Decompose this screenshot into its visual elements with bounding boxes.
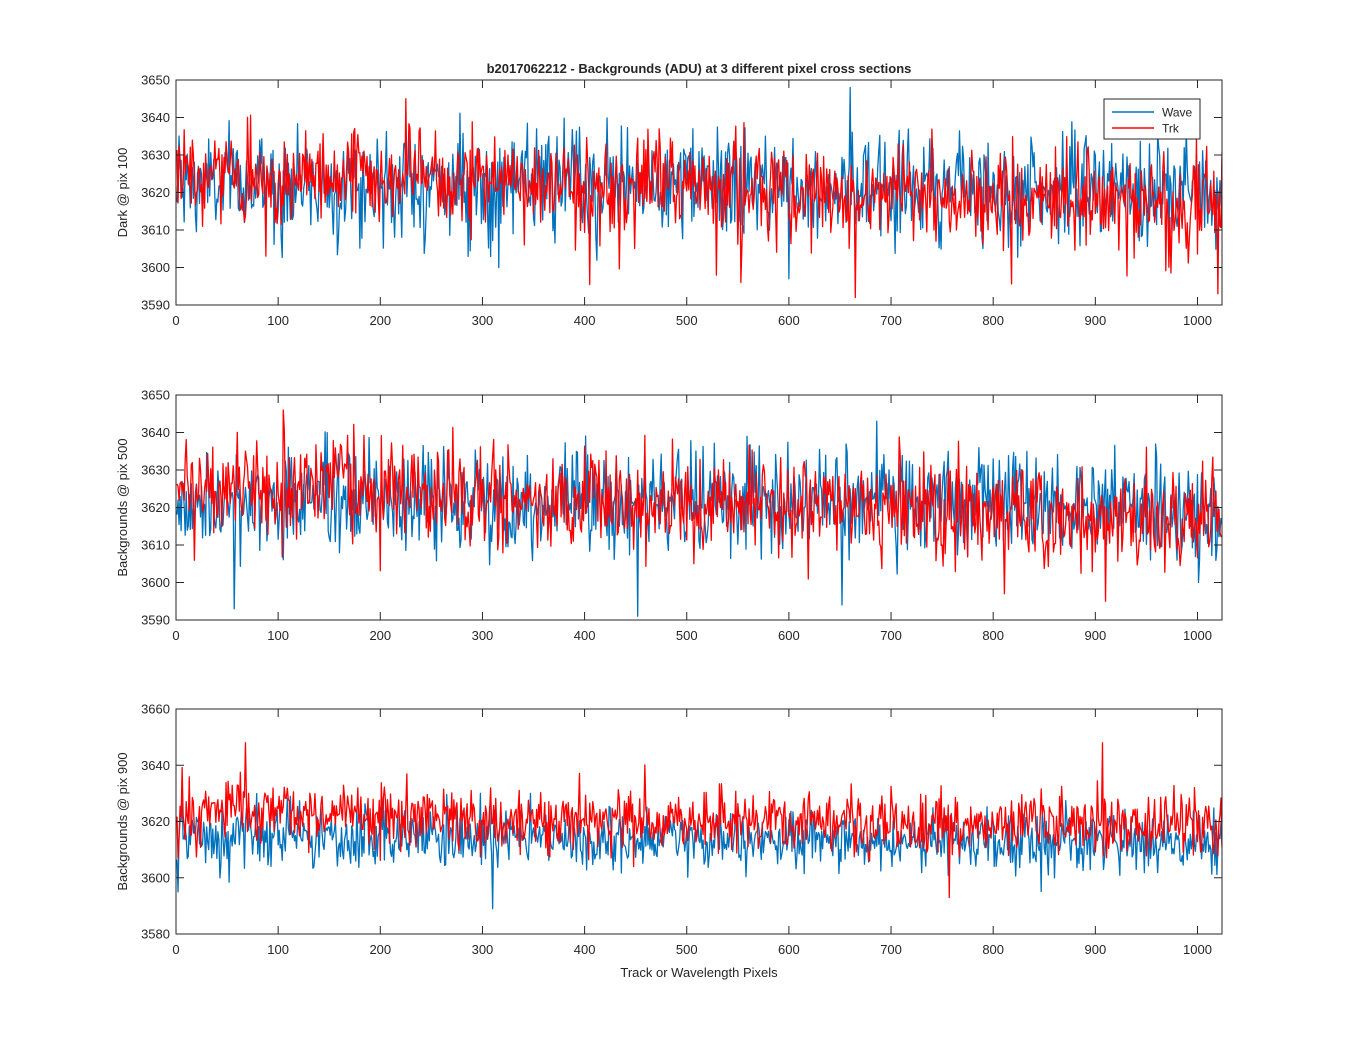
series-line-trk xyxy=(176,409,1222,602)
y-tick-label: 3640 xyxy=(141,110,170,125)
y-tick-label: 3600 xyxy=(141,260,170,275)
x-tick-label: 200 xyxy=(369,313,391,328)
y-tick-label: 3590 xyxy=(141,298,170,313)
figure-title: b2017062212 - Backgrounds (ADU) at 3 dif… xyxy=(487,61,912,76)
y-tick-label: 3660 xyxy=(141,702,170,717)
series-line-trk xyxy=(176,98,1222,299)
legend-box xyxy=(1103,98,1201,140)
x-axis-label: Track or Wavelength Pixels xyxy=(620,965,778,980)
x-tick-label: 800 xyxy=(982,942,1004,957)
x-tick-label: 900 xyxy=(1084,313,1106,328)
x-tick-label: 1000 xyxy=(1183,313,1212,328)
y-tick-label: 3590 xyxy=(141,613,170,628)
x-tick-label: 700 xyxy=(880,942,902,957)
x-tick-label: 500 xyxy=(676,313,698,328)
x-tick-label: 0 xyxy=(172,313,179,328)
y-axis-label: Backgrounds @ pix 500 xyxy=(115,438,130,576)
x-tick-label: 600 xyxy=(778,313,800,328)
y-tick-label: 3630 xyxy=(141,463,170,478)
x-tick-label: 400 xyxy=(574,942,596,957)
y-tick-label: 3600 xyxy=(141,575,170,590)
y-tick-label: 3620 xyxy=(141,185,170,200)
y-tick-label: 3610 xyxy=(141,223,170,238)
x-tick-label: 100 xyxy=(267,313,289,328)
y-tick-label: 3610 xyxy=(141,538,170,553)
x-tick-label: 300 xyxy=(472,942,494,957)
subplots: 0 100 200 300 400 500 600 700 800 900 100035903600… xyxy=(115,73,1223,957)
x-tick-label: 500 xyxy=(676,942,698,957)
x-tick-label: 200 xyxy=(369,942,391,957)
x-tick-label: 800 xyxy=(982,313,1004,328)
legend-label-trk: Trk xyxy=(1162,122,1180,136)
x-tick-label: 200 xyxy=(369,628,391,643)
y-tick-label: 3620 xyxy=(141,814,170,829)
x-tick-label: 300 xyxy=(472,313,494,328)
y-tick-label: 3630 xyxy=(141,148,170,163)
y-tick-label: 3600 xyxy=(141,870,170,885)
x-tick-label: 700 xyxy=(880,628,902,643)
x-tick-label: 600 xyxy=(778,942,800,957)
x-tick-label: 400 xyxy=(574,313,596,328)
x-tick-label: 500 xyxy=(676,628,698,643)
x-tick-label: 400 xyxy=(574,628,596,643)
x-tick-label: 600 xyxy=(778,628,800,643)
series-line-wave xyxy=(176,792,1222,910)
y-tick-label: 3650 xyxy=(141,73,170,88)
x-tick-label: 0 xyxy=(172,628,179,643)
y-axis-label: Dark @ pix 100 xyxy=(115,148,130,238)
y-tick-label: 3640 xyxy=(141,425,170,440)
x-tick-label: 300 xyxy=(472,628,494,643)
x-tick-label: 100 xyxy=(267,628,289,643)
subplot-2: 0 100 200 300 400 500 600 700 800 900 1000 3590 3600… xyxy=(115,388,1223,643)
legend-label-wave: Wave xyxy=(1162,106,1193,120)
subplot-3: 0 100 200 300 400 500 600 700 800 900 1000 3580 3600… xyxy=(115,702,1223,957)
subplot-1: 0 100 200 300 400 500 600 700 800 900 1000 3590 3600… xyxy=(115,73,1223,328)
x-tick-label: 1000 xyxy=(1183,628,1212,643)
x-tick-label: 100 xyxy=(267,942,289,957)
x-tick-label: 1000 xyxy=(1183,942,1212,957)
y-tick-label: 3650 xyxy=(141,388,170,403)
legend: Wave Trk xyxy=(1103,98,1201,140)
x-tick-label: 900 xyxy=(1084,942,1106,957)
x-tick-label: 800 xyxy=(982,628,1004,643)
series-line-trk xyxy=(176,742,1222,899)
y-tick-label: 3580 xyxy=(141,927,170,942)
y-tick-label: 3620 xyxy=(141,500,170,515)
x-tick-label: 900 xyxy=(1084,628,1106,643)
x-tick-label: 0 xyxy=(172,942,179,957)
y-tick-label: 3640 xyxy=(141,758,170,773)
x-tick-label: 700 xyxy=(880,313,902,328)
y-axis-label: Backgrounds @ pix 900 xyxy=(115,752,130,890)
